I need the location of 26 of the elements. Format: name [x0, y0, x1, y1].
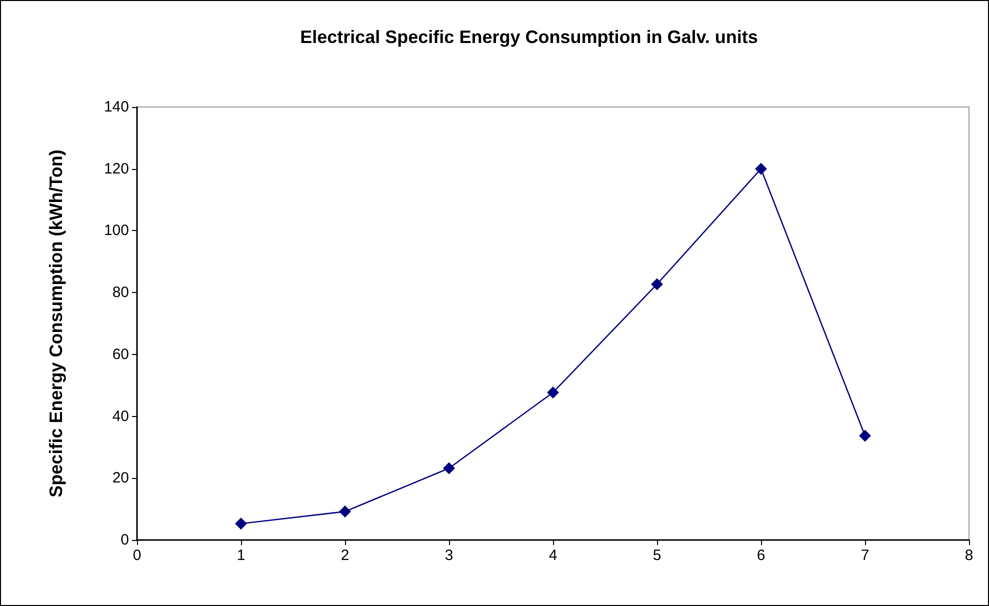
y-tick-label: 60: [112, 346, 129, 363]
x-tick-label: 6: [756, 547, 766, 564]
y-tick-label: 100: [104, 222, 129, 240]
x-tick-label: 2: [340, 547, 350, 564]
x-tick-label: 7: [860, 547, 870, 564]
y-tick-label: 80: [112, 284, 129, 302]
x-tick-label: 5: [652, 547, 662, 564]
point: [235, 518, 247, 530]
x-tick-label: 3: [444, 547, 454, 564]
x-tick-label: 4: [548, 547, 558, 564]
y-tick-label: 0: [120, 532, 129, 548]
x-tick-label: 8: [964, 547, 974, 564]
point: [339, 506, 351, 518]
x-tick-label: 1: [236, 547, 246, 564]
point: [547, 386, 559, 398]
y-tick-label: 20: [112, 470, 129, 487]
chart-title: Electrical Specific Energy Consumption in Galv. units: [300, 27, 758, 47]
point: [443, 462, 455, 474]
point: [755, 162, 767, 175]
y-tick-label: 140: [104, 98, 129, 116]
y-axis-title: Specific Energy Consumption (kWh/Ton): [46, 150, 66, 498]
y-tick-label: 40: [112, 408, 129, 425]
x-tick-label: 0: [132, 547, 142, 564]
point: [651, 278, 663, 290]
y-tick-label: 120: [104, 160, 129, 178]
point: [859, 430, 871, 442]
